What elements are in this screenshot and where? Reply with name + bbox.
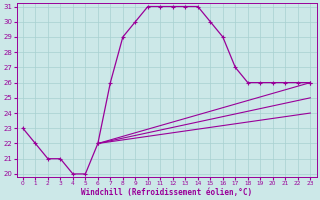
- X-axis label: Windchill (Refroidissement éolien,°C): Windchill (Refroidissement éolien,°C): [81, 188, 252, 197]
